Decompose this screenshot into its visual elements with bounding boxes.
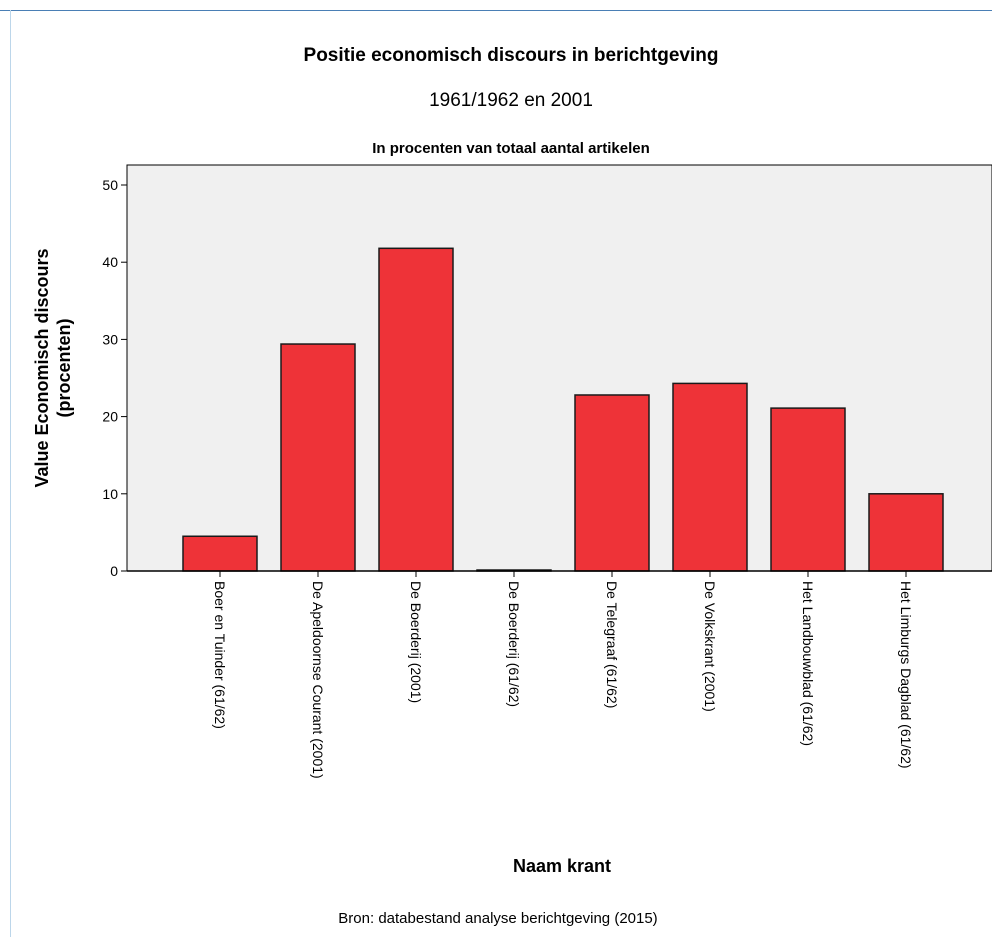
bar — [182, 535, 258, 572]
x-tick-label: De Apeldoornse Courant (2001) — [310, 581, 326, 779]
chart-subtitle: 1961/1962 en 2001 — [429, 90, 593, 111]
y-axis: 0 10 20 30 40 50 — [102, 165, 128, 579]
x-tick-label: Het Landbouwblad (61/62) — [800, 581, 816, 746]
bar — [574, 394, 650, 572]
y-tick-label: 30 — [102, 331, 118, 347]
y-axis-label-line-1: Value Economisch discours — [32, 248, 52, 487]
plot-area — [126, 164, 992, 572]
chart-title: Positie economisch discours in berichtge… — [304, 45, 719, 66]
y-tick-label: 20 — [102, 409, 118, 425]
bar — [672, 382, 748, 572]
x-tick-label: De Boerderij (2001) — [408, 581, 424, 703]
x-tick-label: De Boerderij (61/62) — [506, 581, 522, 707]
x-tick-label: De Volkskrant (2001) — [702, 581, 718, 712]
x-axis-label: Naam krant — [513, 856, 611, 876]
bar — [868, 493, 944, 572]
y-tick-label: 50 — [102, 177, 118, 193]
y-axis-label: Value Economisch discours (procenten) — [32, 248, 74, 487]
bar — [280, 343, 356, 572]
chart-caption: Bron: databestand analyse berichtgeving … — [338, 910, 657, 927]
bar — [770, 407, 846, 572]
bar — [378, 247, 454, 572]
x-axis: Boer en Tuinder (61/62) De Apeldoornse Co… — [127, 570, 992, 779]
y-tick-label: 40 — [102, 254, 118, 270]
frame-top-border — [0, 10, 992, 11]
frame-left-border — [10, 10, 11, 937]
x-tick-label: Boer en Tuinder (61/62) — [212, 581, 228, 729]
x-tick-label: Het Limburgs Dagblad (61/62) — [898, 581, 914, 769]
bars — [182, 247, 944, 572]
y-tick-label: 10 — [102, 486, 118, 502]
y-tick-label: 0 — [110, 563, 118, 579]
x-tick-label: De Telegraaf (61/62) — [604, 581, 620, 708]
y-axis-label-line-2: (procenten) — [54, 318, 74, 417]
chart-subtitle-2: In procenten van totaal aantal artikelen — [372, 140, 650, 157]
